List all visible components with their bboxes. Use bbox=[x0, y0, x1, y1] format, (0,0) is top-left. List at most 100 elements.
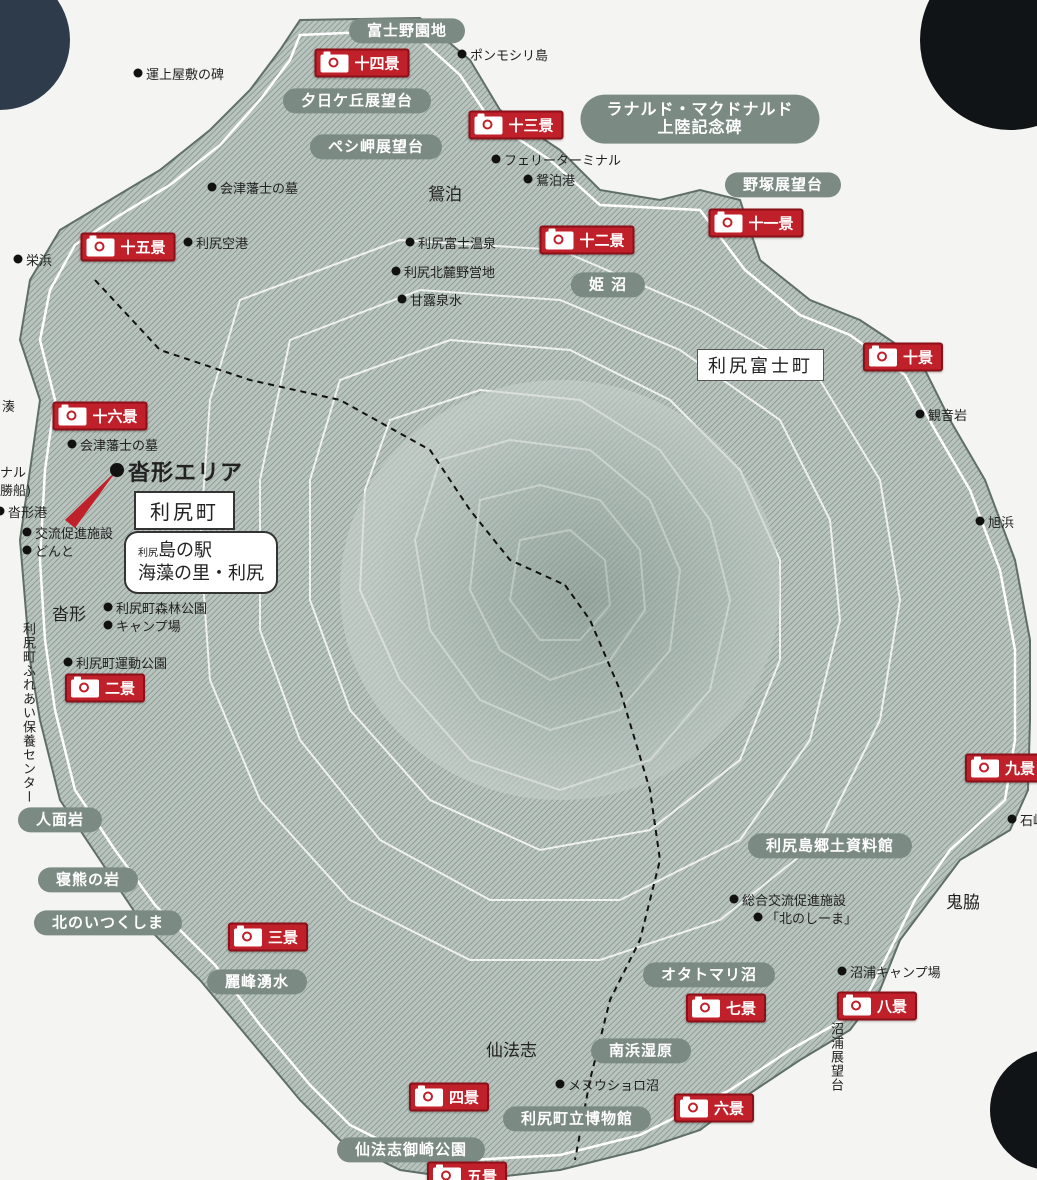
camera-icon bbox=[474, 113, 503, 134]
viewpoint-6[interactable]: 六景 bbox=[673, 1093, 755, 1123]
landmark-pill[interactable]: 姫 沼 bbox=[570, 272, 646, 298]
place-label: 利尻町森林公園 bbox=[116, 602, 208, 617]
landmark-pill-label: 夕日ケ丘展望台 bbox=[300, 91, 414, 110]
station-prefix: 利尻 bbox=[138, 548, 158, 559]
landmark-pill-label: 利尻町立博物館 bbox=[520, 1109, 634, 1128]
landmark-pill[interactable]: 寝熊の岩 bbox=[37, 867, 139, 893]
viewpoint-7[interactable]: 七景 bbox=[685, 993, 767, 1023]
camera-icon bbox=[432, 1164, 461, 1180]
place-label: 勝船) bbox=[0, 484, 32, 499]
place-marker bbox=[975, 516, 985, 526]
place-marker bbox=[729, 894, 739, 904]
station-label: 利尻島の駅 海藻の里・利尻 bbox=[124, 531, 278, 594]
landmark-pill[interactable]: オタトマリ沼 bbox=[642, 962, 776, 988]
viewpoint-8[interactable]: 八景 bbox=[836, 991, 918, 1021]
landmark-pill[interactable]: 利尻島郷土資料館 bbox=[747, 833, 913, 859]
viewpoint-label: 十四景 bbox=[354, 54, 400, 73]
place-marker bbox=[397, 294, 407, 304]
place-marker bbox=[837, 966, 847, 976]
landmark-pill-label: 人面岩 bbox=[35, 810, 85, 829]
place-marker bbox=[103, 620, 113, 630]
viewpoint-label: 十六景 bbox=[92, 407, 138, 426]
camera-icon bbox=[714, 211, 743, 232]
landmark-pill-label: 利尻島郷土資料館 bbox=[765, 836, 895, 855]
viewpoint-15[interactable]: 十五景 bbox=[80, 232, 176, 262]
viewpoint-4[interactable]: 四景 bbox=[408, 1082, 490, 1112]
place-marker bbox=[183, 237, 193, 247]
camera-icon bbox=[545, 228, 574, 249]
viewpoint-9[interactable]: 九景 bbox=[964, 753, 1037, 783]
landmark-pill[interactable]: ラナルド・マクドナルド 上陸記念碑 bbox=[580, 94, 820, 144]
viewpoint-5[interactable]: 五景 bbox=[426, 1161, 508, 1180]
place-marker bbox=[405, 237, 415, 247]
camera-icon bbox=[58, 404, 87, 425]
camera-icon bbox=[868, 345, 897, 366]
viewpoint-label: 九景 bbox=[1004, 759, 1036, 778]
landmark-pill[interactable]: 利尻町立博物館 bbox=[502, 1106, 652, 1132]
place-label: 「北のしーま」 bbox=[766, 912, 858, 927]
camera-icon bbox=[233, 925, 262, 946]
place-label: 石崎 bbox=[1020, 814, 1037, 829]
place-label: 利尻富士温泉 bbox=[418, 237, 497, 252]
landmark-pill-label: 北のいつくしま bbox=[51, 913, 165, 932]
landmark-pill-label: 野塚展望台 bbox=[742, 175, 824, 194]
place-label: どんと bbox=[35, 545, 75, 560]
viewpoint-12[interactable]: 十二景 bbox=[539, 225, 635, 255]
place-label: 利尻町運動公園 bbox=[76, 657, 168, 672]
landmark-pill[interactable]: 南浜湿原 bbox=[590, 1038, 692, 1064]
viewpoint-13[interactable]: 十三景 bbox=[468, 110, 564, 140]
place-marker bbox=[22, 545, 32, 555]
landmark-pill[interactable]: 夕日ケ丘展望台 bbox=[282, 88, 432, 114]
place-label-vertical: 利尻町ふれあい保養センター bbox=[20, 622, 35, 804]
landmark-pill-label: 姫 沼 bbox=[588, 275, 628, 294]
viewpoint-14[interactable]: 十四景 bbox=[314, 48, 410, 78]
camera-icon bbox=[320, 51, 349, 72]
viewpoint-2[interactable]: 二景 bbox=[64, 673, 146, 703]
landmark-pill-label: ラナルド・マクドナルド bbox=[606, 99, 794, 119]
place-label-vertical: 沼浦展望台 bbox=[828, 1022, 843, 1092]
viewpoint-label: 八景 bbox=[876, 997, 908, 1016]
coastal-road bbox=[38, 28, 1017, 1162]
place-marker bbox=[22, 527, 32, 537]
landmark-pill[interactable]: 麗峰湧水 bbox=[206, 969, 308, 995]
viewpoint-11[interactable]: 十一景 bbox=[708, 208, 804, 238]
landmark-pill-label: 南浜湿原 bbox=[608, 1041, 674, 1060]
landmark-pill-label: 仙法志御崎公園 bbox=[354, 1140, 468, 1159]
landmark-pill[interactable]: 人面岩 bbox=[17, 807, 103, 833]
place-label: 利尻空港 bbox=[196, 237, 249, 252]
viewpoint-3[interactable]: 三景 bbox=[227, 922, 309, 952]
viewpoint-10[interactable]: 十景 bbox=[862, 342, 944, 372]
place-label: 栄浜 bbox=[26, 254, 53, 269]
place-marker bbox=[103, 602, 113, 612]
landmark-pill[interactable]: 北のいつくしま bbox=[33, 910, 183, 936]
place-marker bbox=[133, 68, 143, 78]
place-label: 沓形港 bbox=[8, 506, 48, 521]
camera-icon bbox=[679, 1096, 708, 1117]
town-label-rishiri: 利尻町 bbox=[134, 491, 235, 530]
place-marker bbox=[0, 506, 5, 516]
place-marker bbox=[391, 266, 401, 276]
camera-icon bbox=[842, 994, 871, 1015]
viewpoint-label: 十二景 bbox=[579, 231, 625, 250]
hiking-trail-kutsugata bbox=[94, 279, 566, 586]
landmark-pill[interactable]: 仙法志御崎公園 bbox=[336, 1137, 486, 1163]
station-line1: 島の駅 bbox=[158, 540, 212, 561]
viewpoint-label: 十景 bbox=[902, 348, 934, 367]
place-marker bbox=[753, 912, 763, 922]
place-label: 観音岩 bbox=[928, 409, 968, 424]
landmark-pill[interactable]: ペシ岬展望台 bbox=[309, 134, 443, 160]
place-label: 運上屋敷の碑 bbox=[146, 68, 225, 83]
camera-icon bbox=[414, 1085, 443, 1106]
landmark-pill-label: 麗峰湧水 bbox=[224, 972, 290, 991]
landmark-pill-label: ペシ岬展望台 bbox=[327, 137, 425, 156]
camera-icon bbox=[86, 235, 115, 256]
camera-icon bbox=[970, 756, 999, 777]
viewpoint-label: 十五景 bbox=[120, 238, 166, 257]
landmark-pill[interactable]: 富士野園地 bbox=[348, 18, 466, 44]
viewpoint-16[interactable]: 十六景 bbox=[52, 401, 148, 431]
place-marker bbox=[13, 254, 23, 264]
landmark-pill[interactable]: 野塚展望台 bbox=[724, 172, 842, 198]
camera-icon bbox=[70, 676, 99, 697]
place-label: 交流促進施設 bbox=[35, 527, 114, 542]
